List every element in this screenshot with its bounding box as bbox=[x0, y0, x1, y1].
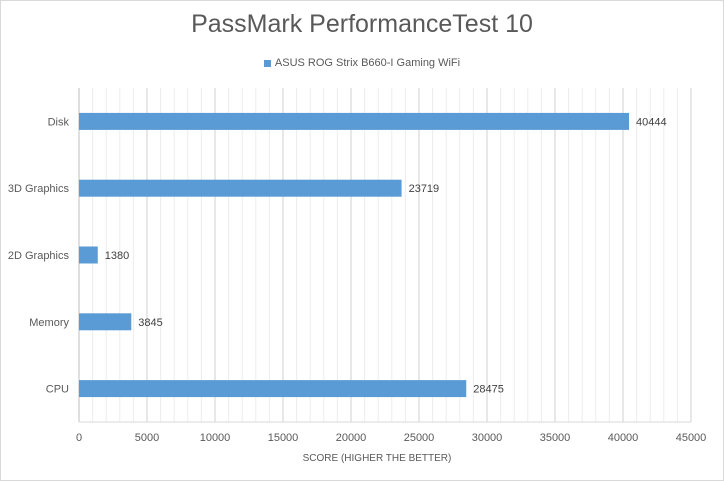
chart-title: PassMark PerformanceTest 10 bbox=[191, 10, 533, 38]
y-tick-label: 3D Graphics bbox=[8, 183, 70, 195]
x-tick-label: 40000 bbox=[608, 432, 639, 444]
x-tick-label: 25000 bbox=[404, 432, 435, 444]
x-tick-label: 30000 bbox=[472, 432, 503, 444]
x-tick-label: 5000 bbox=[135, 432, 159, 444]
bars bbox=[79, 112, 630, 398]
chart-legend: ASUS ROG Strix B660-I Gaming WiFi bbox=[0, 57, 724, 69]
x-tick-label: 0 bbox=[76, 432, 82, 444]
y-tick-label: CPU bbox=[46, 384, 69, 396]
x-tick-label: 15000 bbox=[268, 432, 299, 444]
data-label: 3845 bbox=[138, 317, 162, 329]
data-label: 23719 bbox=[409, 183, 440, 195]
x-tick-label: 10000 bbox=[200, 432, 231, 444]
x-tick-label: 45000 bbox=[676, 432, 707, 444]
y-tick-label: Memory bbox=[29, 317, 69, 329]
legend-label: ASUS ROG Strix B660-I Gaming WiFi bbox=[274, 57, 461, 69]
bar bbox=[79, 380, 467, 398]
bar bbox=[79, 112, 630, 130]
gridlines bbox=[78, 88, 692, 423]
data-label: 40444 bbox=[636, 116, 667, 128]
bar bbox=[79, 179, 402, 197]
bar bbox=[79, 313, 132, 331]
x-tick-label: 35000 bbox=[540, 432, 571, 444]
bar bbox=[79, 246, 98, 264]
y-tick-label: Disk bbox=[48, 116, 70, 128]
x-axis-label: SCORE (HIGHER THE BETTER) bbox=[303, 453, 452, 464]
labels: 0 5000 10000 15000 20000 25000 30000 35000 40000… bbox=[8, 116, 706, 444]
legend-swatch bbox=[263, 59, 271, 67]
y-tick-label: 2D Graphics bbox=[8, 250, 70, 262]
data-label: 28475 bbox=[473, 384, 504, 396]
x-tick-label: 20000 bbox=[336, 432, 367, 444]
data-label: 1380 bbox=[105, 250, 129, 262]
